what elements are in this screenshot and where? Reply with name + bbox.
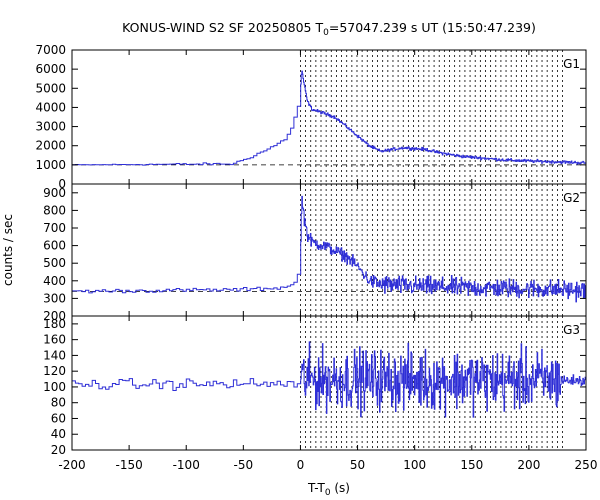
x-tick-label: 250 bbox=[575, 458, 598, 472]
y-tick-label: 700 bbox=[43, 221, 66, 235]
panel-label-g1: G1 bbox=[563, 57, 580, 71]
x-tick-label: -200 bbox=[58, 458, 85, 472]
y-tick-label: 20 bbox=[51, 443, 66, 457]
chart-title-rest: =57047.239 s UT (15:50:47.239) bbox=[329, 20, 536, 35]
x-tick-label: -150 bbox=[115, 458, 142, 472]
y-tick-label: 400 bbox=[43, 274, 66, 288]
x-tick-label: 50 bbox=[350, 458, 365, 472]
chart-title-main: KONUS-WIND S2 SF 20250805 T bbox=[122, 20, 323, 35]
y-tick-label: 5000 bbox=[35, 81, 66, 95]
light-curve-g3 bbox=[72, 341, 587, 418]
panel-label-g2: G2 bbox=[563, 191, 580, 205]
x-axis-label-rest: (s) bbox=[331, 481, 350, 495]
y-tick-label: 80 bbox=[51, 396, 66, 410]
x-tick-label: -100 bbox=[173, 458, 200, 472]
y-tick-label: 100 bbox=[43, 380, 66, 394]
y-tick-label: 600 bbox=[43, 239, 66, 253]
light-curve-g2 bbox=[72, 195, 587, 303]
panel-frame bbox=[71, 315, 587, 451]
y-tick-label: 7000 bbox=[35, 43, 66, 57]
y-tick-label: 3000 bbox=[35, 120, 66, 134]
y-tick-label: 1000 bbox=[35, 158, 66, 172]
chart-title-subscript: 0 bbox=[323, 28, 329, 38]
y-tick-label: 500 bbox=[43, 256, 66, 270]
y-tick-label: 300 bbox=[43, 291, 66, 305]
y-tick-label: 140 bbox=[43, 348, 66, 362]
x-axis-label: T-T0 (s) bbox=[307, 481, 350, 498]
x-tick-label: -50 bbox=[234, 458, 254, 472]
y-tick-label: 40 bbox=[51, 427, 66, 441]
y-tick-label: 160 bbox=[43, 333, 66, 347]
y-tick-label: 900 bbox=[43, 186, 66, 200]
y-tick-label: 180 bbox=[43, 317, 66, 331]
y-tick-label: 60 bbox=[51, 411, 66, 425]
panel-label-g3: G3 bbox=[563, 323, 580, 337]
panels-group: 01000200030004000500060007000G1200300400… bbox=[35, 43, 597, 472]
y-tick-label: 4000 bbox=[35, 100, 66, 114]
y-tick-label: 0 bbox=[58, 177, 66, 191]
light-curve-g1 bbox=[72, 70, 587, 166]
y-tick-label: 200 bbox=[43, 309, 66, 323]
x-axis-label-subscript: 0 bbox=[325, 488, 331, 498]
y-tick-label: 2000 bbox=[35, 139, 66, 153]
y-tick-label: 6000 bbox=[35, 62, 66, 76]
chart-title: KONUS-WIND S2 SF 20250805 T0=57047.239 s… bbox=[122, 20, 536, 38]
x-tick-label: 100 bbox=[403, 458, 426, 472]
y-tick-label: 800 bbox=[43, 203, 66, 217]
y-axis-label: counts / sec bbox=[1, 214, 15, 286]
y-tick-label: 120 bbox=[43, 364, 66, 378]
x-tick-label: 150 bbox=[460, 458, 483, 472]
x-tick-label: 200 bbox=[517, 458, 540, 472]
x-tick-label: 0 bbox=[297, 458, 305, 472]
x-axis-label-main: T-T bbox=[307, 481, 325, 495]
